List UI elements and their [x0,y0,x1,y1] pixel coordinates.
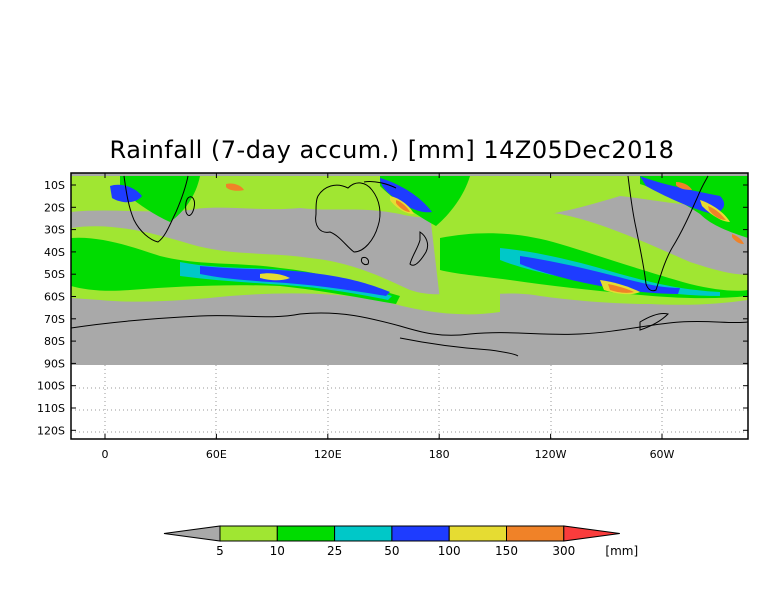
new-zealand-coast [409,231,429,266]
lon-tick-label: 120E [314,448,342,461]
latitude-axis: 10S 20S 30S 40S 50S 60S 70S 80S 90S 100S 110S 120S [37,179,748,437]
colorbar-segment [334,525,393,542]
colorbar-high-arrow [563,525,620,542]
ross-ice-shelf [399,337,519,357]
colorbar-low-arrow [163,525,221,542]
lat-tick-label: 20S [44,201,65,214]
longitude-axis: 0 60E 120E 180 120W 60W [102,173,675,461]
lat-tick-label: 120S [37,424,65,437]
lat-tick-label: 30S [44,224,65,237]
colorbar-level-label: 5 [216,544,224,558]
colorbar-unit-label: [mm] [605,544,638,558]
tasmania-coast [361,257,369,265]
colorbar-segment [391,525,450,542]
lat-tick-label: 60S [44,291,65,304]
lat-tick-label: 10S [44,179,65,192]
lat-tick-label: 90S [44,357,65,370]
colorbar-level-label: 150 [495,544,518,558]
antarctica-coast [71,312,748,336]
colorbar-level-label: 50 [384,544,399,558]
colorbar-level-label: 25 [327,544,342,558]
coastlines [71,175,748,357]
lat-tick-label: 110S [37,402,65,415]
australia-coast [315,182,381,253]
lon-tick-label: 0 [102,448,109,461]
lat-tick-label: 40S [44,246,65,259]
new-guinea-coast [363,181,397,189]
map-frame [70,172,749,440]
map-title: Rainfall (7-day accum.) [mm] 14Z05Dec201… [109,136,675,164]
colorbar-level-label: 10 [270,544,285,558]
lon-tick-label: 60E [206,448,227,461]
lon-tick-label: 120W [535,448,567,461]
colorbar-segment [448,525,508,542]
south-america-coast [627,175,709,292]
rain-core-southern-pacific [520,256,680,294]
colorbar-level-label: 100 [438,544,461,558]
rain-core-southern-indian [200,266,390,296]
colorbar: 5 10 25 50 100 150 300 [mm] [163,525,638,558]
lat-tick-label: 80S [44,335,65,348]
madagascar-coast [185,196,195,216]
antarctic-peninsula [639,313,669,331]
colorbar-segment [219,525,278,542]
lat-tick-label: 100S [37,380,65,393]
colorbar-level-label: 300 [552,544,575,558]
rainfall-field [71,176,748,315]
lon-tick-label: 60W [650,448,675,461]
colorbar-segment [506,525,565,542]
africa-coast [123,175,189,243]
grid-lines [71,365,748,439]
colorbar-segment [276,525,336,542]
lon-tick-label: 180 [429,448,450,461]
lat-tick-label: 50S [44,268,65,281]
lat-tick-label: 70S [44,313,65,326]
